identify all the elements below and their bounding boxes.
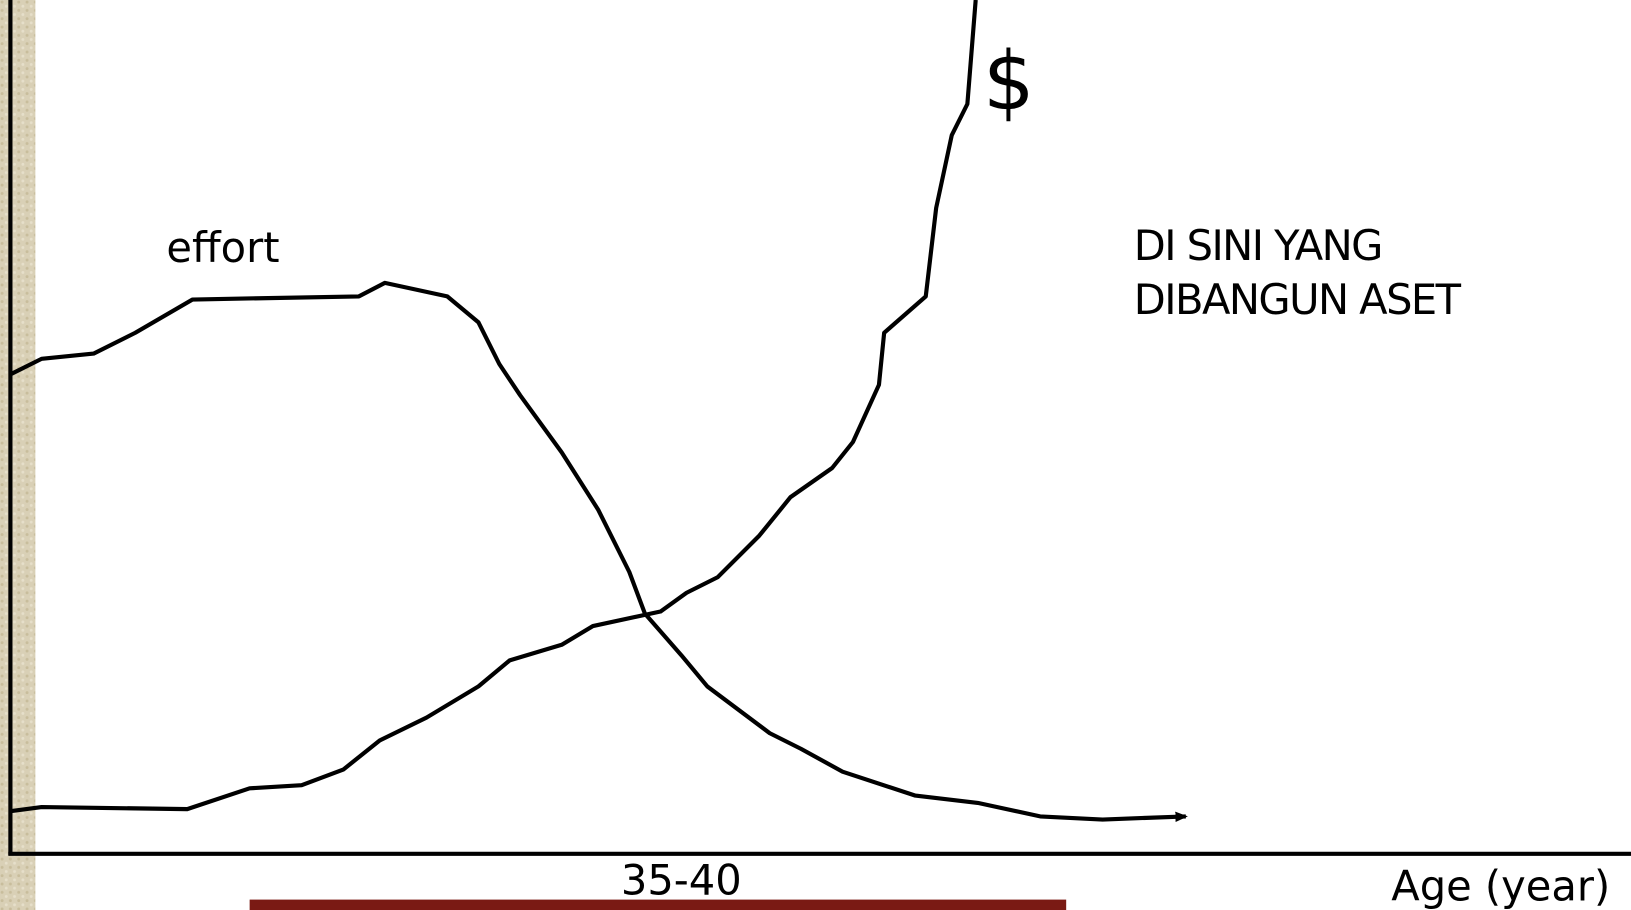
x-axis-label: Age (year)	[1391, 862, 1610, 910]
age-range-label: 35-40	[621, 855, 742, 904]
money-label: $	[983, 35, 1035, 129]
side-texture	[0, 0, 36, 910]
effort-label: effort	[166, 223, 279, 272]
annotation-line: DI SINI YANG	[1134, 221, 1382, 270]
range-bar	[249, 899, 1067, 910]
annotation-line: DIBANGUN ASET	[1134, 275, 1462, 324]
money-curve	[10, 0, 978, 814]
effort-curve	[9, 280, 1188, 822]
